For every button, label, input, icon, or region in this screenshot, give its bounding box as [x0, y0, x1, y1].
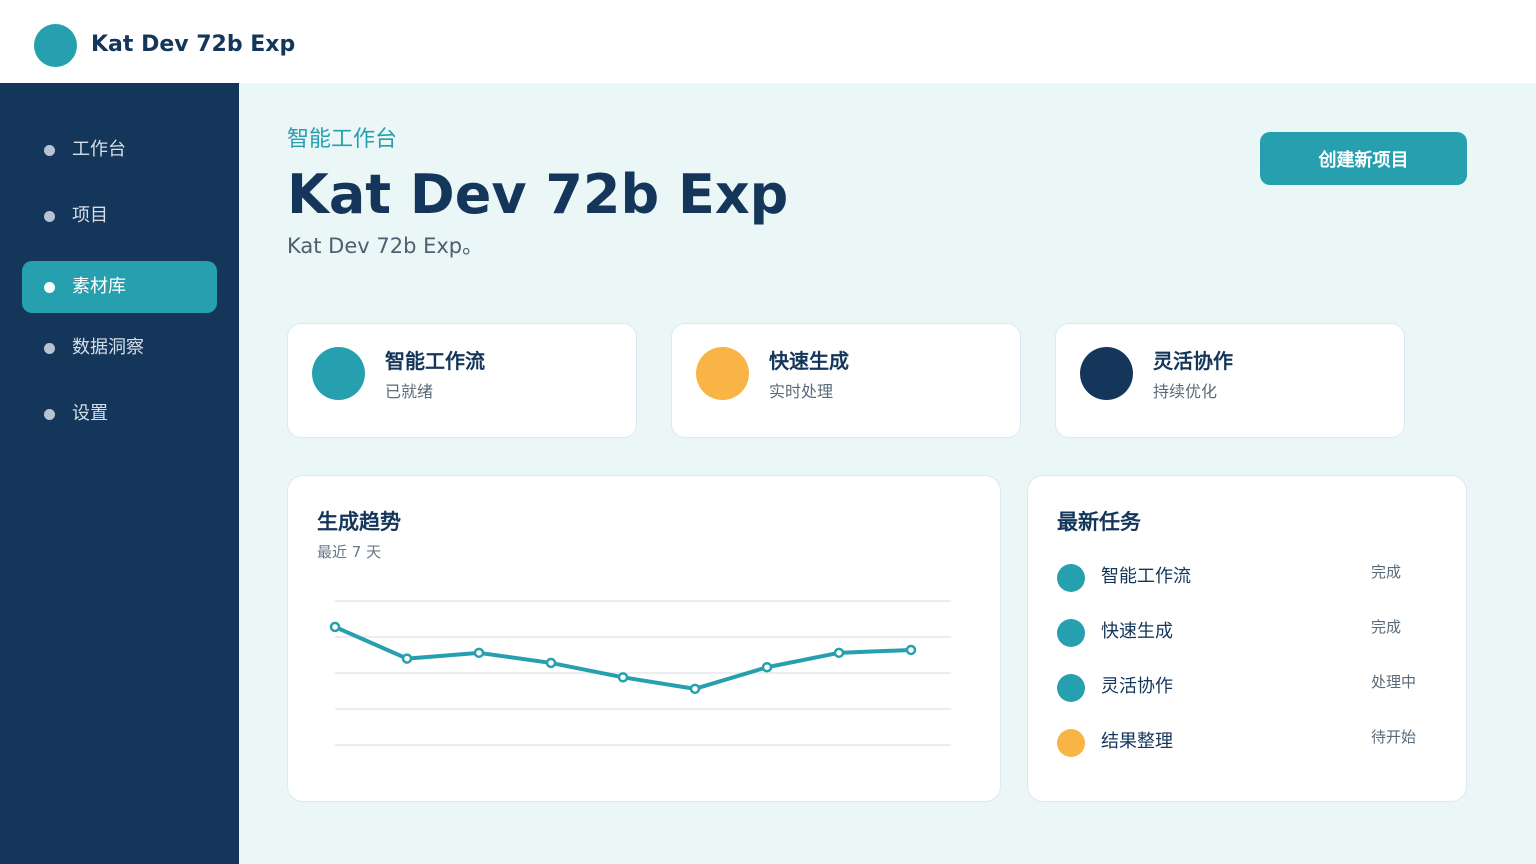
sidebar: 工作台 项目 素材库 数据洞察 设置 [0, 83, 239, 864]
data-point [401, 653, 413, 664]
data-point [329, 621, 341, 633]
task-status-icon [1057, 674, 1085, 702]
stat-title: 灵活协作 [1153, 349, 1233, 373]
data-point [905, 644, 917, 656]
page-eyebrow: 智能工作台 [287, 127, 398, 152]
sidebar-item-settings[interactable]: 设置 [22, 388, 217, 440]
page-subtitle: Kat Dev 72b Exp。 [287, 234, 484, 258]
sidebar-item-label: 工作台 [72, 139, 126, 160]
trend-subtitle: 最近 7 天 [317, 543, 382, 561]
task-row[interactable]: 结果整理 待开始 [1057, 721, 1437, 761]
data-point [545, 657, 557, 669]
sidebar-item-label: 设置 [72, 403, 108, 424]
bullet-icon [44, 343, 55, 354]
bullet-icon [44, 211, 55, 222]
task-status-icon [1057, 729, 1085, 757]
stat-subtitle: 已就绪 [385, 382, 434, 401]
data-point [833, 647, 845, 659]
sidebar-item-assets[interactable]: 素材库 [22, 261, 217, 313]
bullet-icon [44, 282, 55, 293]
app-title: Kat Dev 72b Exp [91, 32, 296, 57]
stat-card-collaboration: 灵活协作 持续优化 [1055, 323, 1405, 438]
stat-subtitle: 持续优化 [1153, 382, 1218, 401]
data-point [689, 683, 701, 695]
circle-icon [1080, 347, 1133, 400]
task-status-icon [1057, 619, 1085, 647]
task-name: 结果整理 [1101, 731, 1173, 752]
sidebar-item-label: 素材库 [72, 276, 126, 297]
stat-card-generation: 快速生成 实时处理 [671, 323, 1021, 438]
task-name: 灵活协作 [1101, 676, 1173, 697]
bullet-icon [44, 409, 55, 420]
tasks-title: 最新任务 [1057, 510, 1141, 534]
trend-chart [329, 600, 951, 746]
task-status: 完成 [1371, 563, 1402, 581]
trend-title: 生成趋势 [317, 510, 401, 534]
create-project-button[interactable]: 创建新项目 [1260, 132, 1467, 185]
task-row[interactable]: 灵活协作 处理中 [1057, 666, 1437, 706]
sidebar-item-label: 数据洞察 [72, 337, 144, 358]
task-status: 处理中 [1371, 673, 1417, 691]
logo-icon [34, 24, 77, 67]
stat-subtitle: 实时处理 [769, 382, 834, 401]
sidebar-item-label: 项目 [72, 205, 108, 226]
data-point [473, 647, 485, 659]
task-status: 完成 [1371, 618, 1402, 636]
sidebar-item-insights[interactable]: 数据洞察 [22, 322, 217, 374]
task-name: 快速生成 [1101, 621, 1173, 642]
task-row[interactable]: 快速生成 完成 [1057, 611, 1437, 651]
data-point [617, 672, 629, 683]
circle-icon [696, 347, 749, 400]
circle-icon [312, 347, 365, 400]
bullet-icon [44, 145, 55, 156]
sidebar-item-projects[interactable]: 项目 [22, 190, 217, 242]
trend-panel: 生成趋势 最近 7 天 [287, 475, 1001, 802]
stat-title: 快速生成 [769, 349, 849, 373]
task-status-icon [1057, 564, 1085, 592]
tasks-panel: 最新任务 智能工作流 完成 快速生成 完成 灵活协作 处理中 结果整理 待开始 [1027, 475, 1467, 802]
stat-card-workflow: 智能工作流 已就绪 [287, 323, 637, 438]
task-status: 待开始 [1371, 728, 1417, 746]
data-point [761, 661, 773, 673]
task-row[interactable]: 智能工作流 完成 [1057, 556, 1437, 596]
top-bar: Kat Dev 72b Exp [0, 0, 1536, 83]
page-title: Kat Dev 72b Exp [287, 163, 789, 226]
stat-title: 智能工作流 [385, 349, 485, 373]
task-name: 智能工作流 [1101, 566, 1191, 587]
sidebar-item-workbench[interactable]: 工作台 [22, 124, 217, 176]
